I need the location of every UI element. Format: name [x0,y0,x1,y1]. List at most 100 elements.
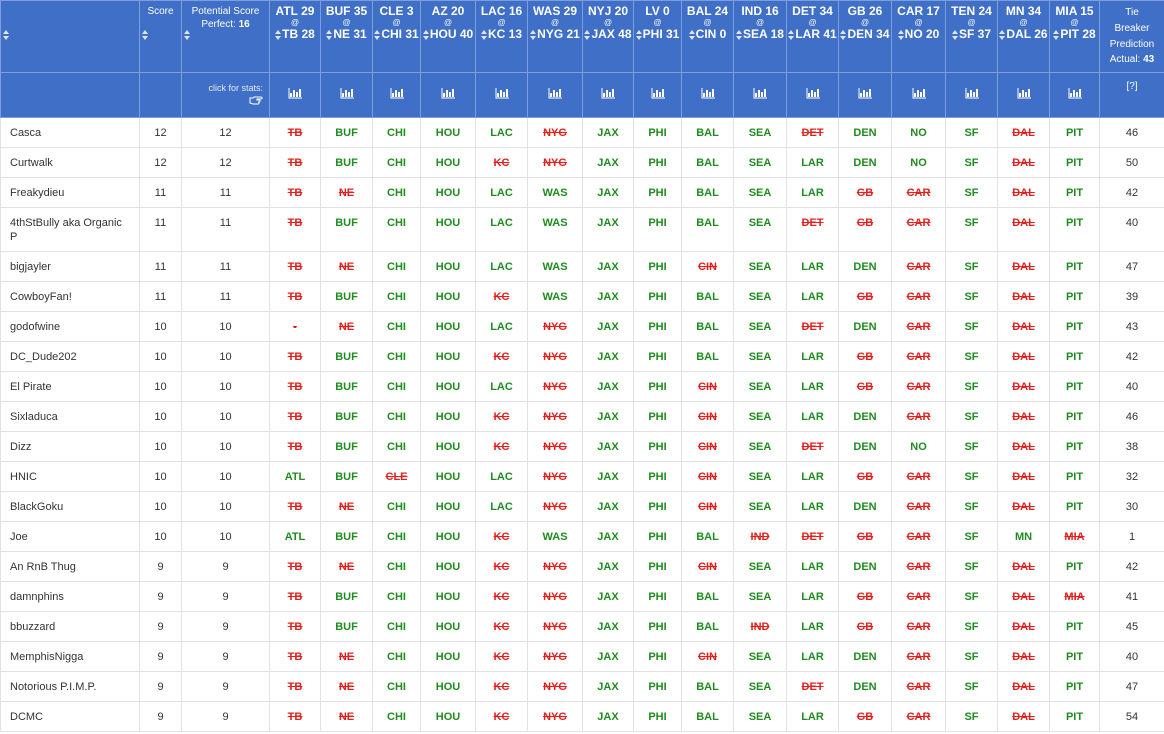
stats-icon[interactable] [701,88,715,99]
stats-icon[interactable] [1068,88,1082,99]
player-name: Joe [0,521,140,552]
pick: WAS [527,251,583,282]
stats-icon[interactable] [1017,88,1031,99]
tiebreaker: 42 [1099,341,1164,372]
player-row: An RnB Thug 9 9 TB NE CHI HOU KC NYG JAX PHI CIN SEA… [0,551,1164,582]
player-name: DCMC [0,701,140,732]
home-team: PHI 31 [642,27,680,41]
potential: 10 [181,431,270,462]
pick: CHI [372,251,421,282]
pick: PHI [633,491,682,522]
home-line: DEN 34 [839,27,891,41]
pick: PIT [1049,341,1100,372]
sort-icon[interactable] [1053,29,1060,40]
sort-icon[interactable] [184,30,190,40]
home-line: SF 37 [946,27,997,41]
pick: NYG [527,461,583,492]
stats-icon[interactable] [340,88,354,99]
potential: 9 [181,701,270,732]
pick: SF [945,461,998,492]
pick: PIT [1049,551,1100,582]
pick: LAR [786,701,839,732]
pick: CAR [891,177,946,208]
pick: NYG [527,641,583,672]
stats-icon[interactable] [912,88,926,99]
pick: PHI [633,281,682,312]
stats-cell [475,72,528,118]
sort-icon[interactable] [897,29,904,40]
perfect-label: Perfect: [201,19,236,30]
sort-icon[interactable] [951,29,958,40]
sort-icon[interactable] [584,29,591,40]
sort-icon[interactable] [422,29,429,40]
pick: NE [320,491,373,522]
away-team: AZ 20 [431,4,465,18]
away-team: ATL 29 [275,4,315,18]
pick: PHI [633,431,682,462]
stats-icon[interactable] [806,88,820,99]
sort-icon[interactable] [999,29,1006,40]
stats-hint: click for stats: [208,83,263,93]
stats-icon[interactable] [965,88,979,99]
sort-icon[interactable] [3,30,9,40]
sort-icon[interactable] [788,29,795,40]
pick: PHI [633,207,682,252]
pick: CHI [372,177,421,208]
home-team: DAL 26 [1006,27,1048,41]
player-row: bbuzzard 9 9 TB BUF CHI HOU KC NYG JAX PHI BAL IND LA… [0,611,1164,642]
pick: SEA [733,251,787,282]
pick: NE [320,551,373,582]
sort-icon[interactable] [480,29,487,40]
pick: BUF [320,147,373,178]
tiebreaker-title: Tie Breaker Prediction [1109,7,1155,50]
score: 9 [139,671,182,702]
pick: GB [838,461,892,492]
stats-icon[interactable] [495,88,509,99]
stats-icon[interactable] [548,88,562,99]
stats-icon[interactable] [441,88,455,99]
pick: DAL [997,281,1050,312]
sort-icon[interactable] [530,29,537,40]
home-team: CIN 0 [695,27,727,41]
score: 11 [139,281,182,312]
stats-icon[interactable] [651,88,665,99]
sort-icon[interactable] [374,29,381,40]
sort-icon[interactable] [688,29,695,40]
potential: 10 [181,311,270,342]
pick: SEA [733,671,787,702]
stats-cell [838,72,892,118]
stats-icon[interactable] [601,88,615,99]
pick: SEA [733,177,787,208]
sort-icon[interactable] [840,29,847,40]
game-header: CLE 3 @ CHI 31 [372,0,421,73]
pick: PIT [1049,461,1100,492]
pick: KC [475,401,528,432]
player-header [0,0,140,73]
player-row: 4thStBully aka Organic P 11 11 TB BUF CHI HOU L… [0,207,1164,252]
pick: PIT [1049,117,1100,148]
pick: PIT [1049,177,1100,208]
sort-icon[interactable] [326,29,333,40]
stats-icon[interactable] [858,88,872,99]
pick: CHI [372,147,421,178]
sort-icon[interactable] [142,30,148,40]
pick: LAC [475,251,528,282]
pick: JAX [582,341,634,372]
actual: Actual: 43 [1100,53,1164,66]
stats-icon[interactable] [390,88,404,99]
pick: TB [269,371,321,402]
help-link[interactable]: [?] [1126,81,1138,92]
score: 10 [139,521,182,552]
pick: DEN [838,641,892,672]
sort-icon[interactable] [635,29,642,40]
stats-icon[interactable] [288,88,302,99]
sort-icon[interactable] [736,29,743,40]
at-sign: @ [290,18,300,27]
pick: TB [269,671,321,702]
pick: SEA [733,147,787,178]
pick: NYG [527,611,583,642]
sort-icon[interactable] [275,29,282,40]
pick: TB [269,177,321,208]
potential: 11 [181,207,270,252]
stats-icon[interactable] [753,88,767,99]
